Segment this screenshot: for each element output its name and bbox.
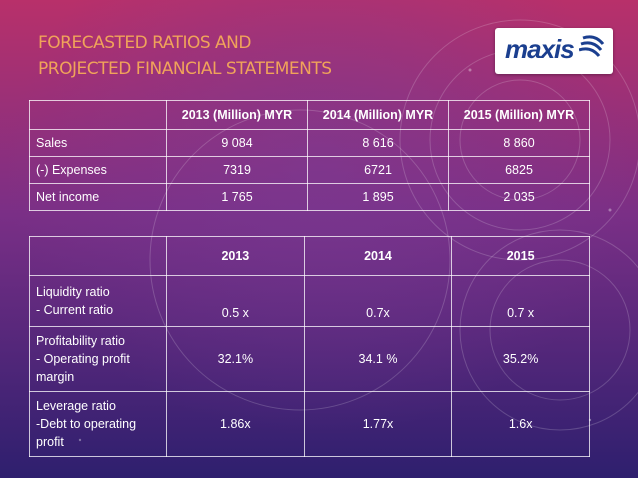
table-cell: 8 616 xyxy=(307,129,449,157)
table-header-cell: 2013 (Million) MYR xyxy=(166,100,308,130)
logo-swoosh-icon xyxy=(579,35,605,57)
table-header-row: 2013 (Million) MYR 2014 (Million) MYR 20… xyxy=(29,100,590,130)
table-cell: 8 860 xyxy=(448,129,590,157)
row-label-line: - Operating profit xyxy=(36,352,130,366)
title-line-1: FORECASTED RATIOS AND xyxy=(38,33,251,53)
table-row: (-) Expenses 7319 6721 6825 xyxy=(29,156,590,184)
table-header-cell: 2015 (Million) MYR xyxy=(448,100,590,130)
table-row: Liquidity ratio - Current ratio 0.5 x 0.… xyxy=(29,275,590,327)
table-header-row: 2013 2014 2015 xyxy=(29,236,590,276)
table-cell: 9 084 xyxy=(166,129,308,157)
row-label-line: Leverage ratio xyxy=(36,399,116,413)
table-header-cell xyxy=(29,100,167,130)
table-cell: 32.1% xyxy=(166,326,305,392)
row-label-line: Profitability ratio xyxy=(36,334,125,348)
table-header-cell xyxy=(29,236,167,276)
ratio-table: 2013 2014 2015 Liquidity ratio - Current… xyxy=(29,236,590,457)
table-row: Leverage ratio -Debt to operating profit… xyxy=(29,391,590,457)
table-cell: 6825 xyxy=(448,156,590,184)
table-cell: 0.7x xyxy=(303,275,453,327)
table-cell: 1.6x xyxy=(451,391,590,457)
table-header-cell: 2015 xyxy=(451,236,590,276)
logo-wordmark: maxis xyxy=(505,34,575,64)
row-label: Profitability ratio - Operating profit m… xyxy=(29,326,167,392)
row-label-line: profit xyxy=(36,435,64,449)
table-row: Sales 9 084 8 616 8 860 xyxy=(29,129,590,157)
table-cell: 1.86x xyxy=(166,391,305,457)
row-label: Sales xyxy=(29,129,167,157)
table-cell: 1 895 xyxy=(307,183,449,211)
table-cell: 7319 xyxy=(166,156,308,184)
table-header-cell: 2014 (Million) MYR xyxy=(307,100,449,130)
table-header-cell: 2014 xyxy=(303,236,453,276)
row-label: Liquidity ratio - Current ratio xyxy=(29,275,167,327)
row-label: Leverage ratio -Debt to operating profit xyxy=(29,391,167,457)
title-line-2: PROJECTED FINANCIAL STATEMENTS xyxy=(38,59,332,79)
row-label-line: Liquidity ratio xyxy=(36,285,110,299)
table-row: Net income 1 765 1 895 2 035 xyxy=(29,183,590,211)
row-label: Net income xyxy=(29,183,167,211)
table-cell: 6721 xyxy=(307,156,449,184)
slide-title: FORECASTED RATIOS AND PROJECTED FINANCIA… xyxy=(38,30,378,82)
table-cell: 34.1 % xyxy=(303,326,453,392)
table-cell: 2 035 xyxy=(448,183,590,211)
row-label: (-) Expenses xyxy=(29,156,167,184)
table-cell: 0.7 x xyxy=(451,275,590,327)
table-cell: 35.2% xyxy=(451,326,590,392)
row-label-line: -Debt to operating xyxy=(36,417,137,431)
table-cell: 1 765 xyxy=(166,183,308,211)
table-row: Profitability ratio - Operating profit m… xyxy=(29,326,590,392)
maxis-logo: maxis xyxy=(495,28,613,74)
financial-table: 2013 (Million) MYR 2014 (Million) MYR 20… xyxy=(29,100,590,211)
row-label-line: - Current ratio xyxy=(36,303,114,317)
row-label-line: margin xyxy=(36,370,75,384)
table-cell: 0.5 x xyxy=(166,275,305,327)
table-cell: 1.77x xyxy=(303,391,453,457)
table-header-cell: 2013 xyxy=(166,236,305,276)
